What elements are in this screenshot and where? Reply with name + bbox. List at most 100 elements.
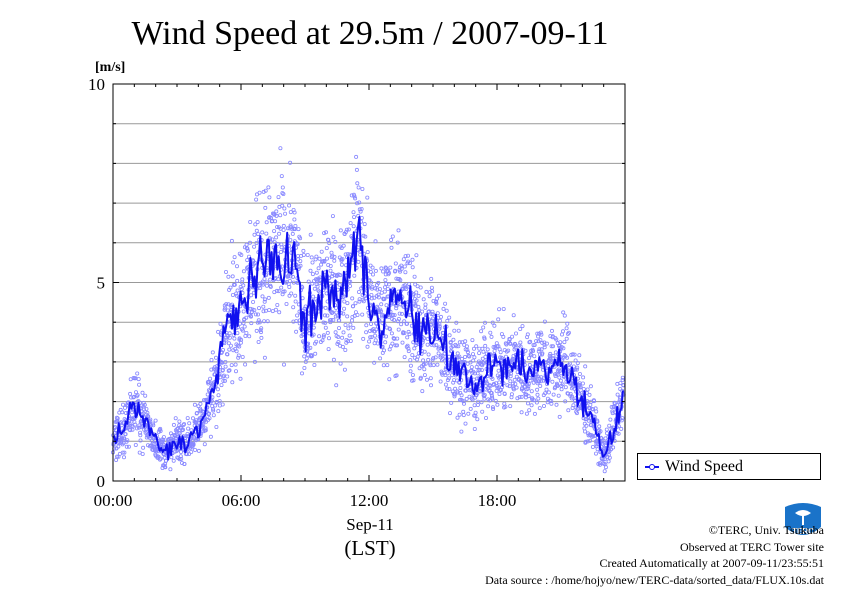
data-point [153, 418, 158, 423]
data-point [317, 289, 322, 294]
data-point [531, 348, 536, 353]
data-point [575, 361, 580, 366]
data-point [268, 277, 273, 282]
data-point [510, 381, 515, 386]
data-point [549, 401, 554, 406]
data-point [354, 154, 359, 159]
data-point [583, 439, 588, 444]
data-point [431, 356, 436, 361]
data-point [497, 307, 502, 312]
data-point [171, 458, 176, 463]
data-point [447, 333, 452, 338]
data-point [461, 409, 466, 414]
data-point [134, 426, 139, 431]
data-point [390, 234, 395, 239]
data-point [350, 296, 355, 301]
data-point [353, 196, 358, 201]
data-point [422, 367, 427, 372]
data-point [180, 427, 185, 432]
data-point [454, 344, 459, 349]
data-point [438, 314, 443, 319]
data-point [422, 373, 427, 378]
data-point [544, 341, 549, 346]
data-point [452, 392, 457, 397]
data-point [280, 203, 285, 208]
data-point [481, 349, 486, 354]
source-text: Data source : /home/hojyo/new/TERC-data/… [485, 572, 824, 587]
data-point [227, 335, 232, 340]
data-point [255, 312, 260, 317]
data-point [362, 222, 367, 227]
data-point [277, 310, 282, 315]
data-point [314, 270, 319, 275]
data-point [436, 293, 441, 298]
data-point [331, 235, 336, 240]
data-point [585, 387, 590, 392]
data-point [378, 356, 383, 361]
data-point [246, 254, 251, 259]
data-point [539, 332, 544, 337]
data-point [120, 410, 125, 415]
data-point [288, 274, 293, 279]
data-point [570, 394, 575, 399]
data-point [406, 349, 411, 354]
data-point [341, 330, 346, 335]
data-point [468, 406, 473, 411]
data-point [365, 250, 370, 255]
data-point [466, 353, 471, 358]
data-point [287, 278, 292, 283]
data-point [284, 301, 289, 306]
data-point [179, 456, 184, 461]
data-point [287, 284, 292, 289]
data-point [137, 382, 142, 387]
data-point [550, 379, 555, 384]
data-point [407, 282, 412, 287]
data-point [235, 331, 240, 336]
data-point [207, 411, 212, 416]
data-point [308, 345, 313, 350]
data-point [135, 393, 140, 398]
data-point [382, 285, 387, 290]
data-point [557, 375, 562, 380]
data-point [390, 341, 395, 346]
data-point [503, 354, 508, 359]
data-point [319, 249, 324, 254]
data-point [469, 365, 474, 370]
data-point [456, 328, 461, 333]
data-point [296, 227, 301, 232]
data-point [385, 286, 390, 291]
data-point [247, 240, 252, 245]
x-axis-caption: Sep-11 (LST) [300, 514, 440, 560]
data-point [217, 399, 222, 404]
legend: Wind Speed [637, 453, 821, 480]
data-point [536, 396, 541, 401]
data-point [465, 347, 470, 352]
data-point [223, 306, 228, 311]
data-point [365, 344, 370, 349]
data-point [158, 456, 163, 461]
data-point [514, 331, 519, 336]
data-point [590, 444, 595, 449]
data-point [481, 361, 486, 366]
data-point [369, 292, 374, 297]
data-point [309, 255, 314, 260]
data-point [132, 394, 137, 399]
data-point [257, 190, 262, 195]
data-point [434, 301, 439, 306]
data-point [235, 278, 240, 283]
data-point [316, 266, 321, 271]
data-point [323, 230, 328, 235]
data-point [370, 265, 375, 270]
data-point [228, 285, 233, 290]
data-point [523, 348, 528, 353]
data-point [373, 338, 378, 343]
data-point [348, 279, 353, 284]
data-point [325, 330, 330, 335]
data-point [600, 438, 605, 443]
data-point [472, 371, 477, 376]
data-point [164, 458, 169, 463]
data-point [408, 363, 413, 368]
data-point [272, 240, 277, 245]
data-point [114, 457, 119, 462]
data-point [270, 237, 275, 242]
